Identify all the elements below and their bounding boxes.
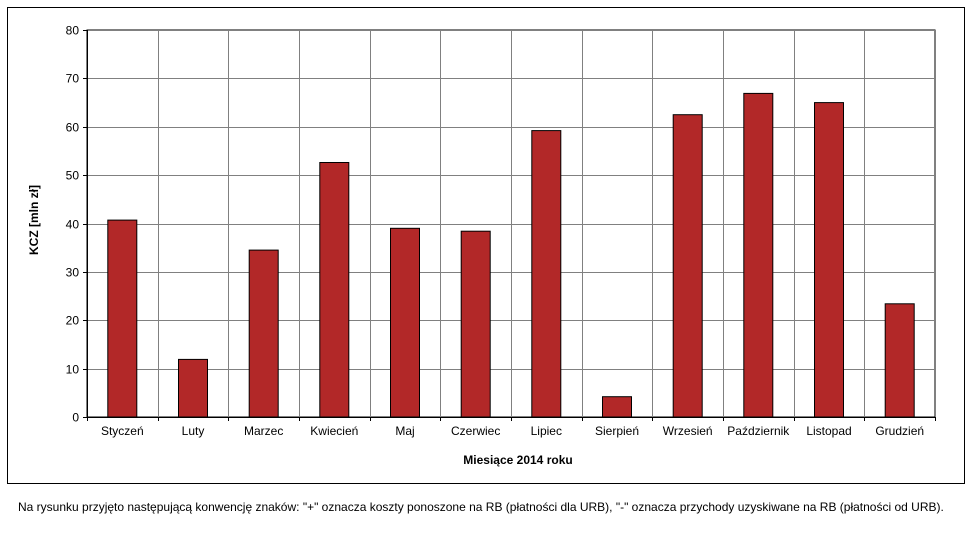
x-tick-label: Luty — [182, 424, 205, 438]
y-tick-label: 80 — [66, 24, 80, 38]
bar-wrzesień — [672, 114, 703, 418]
chart-frame: 0 10 20 30 40 50 60 70 80 Styczeń Luty Marzec Kwiec… — [7, 7, 965, 484]
x-tick-label: Styczeń — [101, 424, 144, 438]
x-axis-label: Miesiące 2014 roku — [463, 453, 572, 467]
bar-listopad — [814, 102, 844, 418]
y-tick-label: 20 — [66, 314, 80, 328]
y-axis-label: KCZ [mln zł] — [27, 185, 41, 255]
y-tick-label: 50 — [66, 169, 80, 183]
y-tick-label: 40 — [66, 218, 80, 232]
x-tick-label: Wrzesień — [663, 424, 713, 438]
axes — [83, 30, 936, 421]
x-tick-label: Maj — [395, 424, 414, 438]
bar-luty — [178, 358, 208, 418]
bar-grudzień — [884, 303, 915, 418]
bars — [107, 92, 915, 418]
y-tick-label: 60 — [66, 121, 80, 135]
x-tick-label: Kwiecień — [310, 424, 358, 438]
bar-kwiecień — [319, 162, 350, 418]
bar-marzec — [248, 249, 279, 418]
bar-czerwiec — [460, 230, 491, 418]
x-tick-label: Październik — [727, 424, 790, 438]
y-tick-label: 70 — [66, 72, 80, 86]
y-tick-label: 10 — [66, 363, 80, 377]
x-tick-label: Grudzień — [875, 424, 924, 438]
y-tick-label: 30 — [66, 266, 80, 280]
figure-note: Na rysunku przyjęto następującą konwencj… — [18, 500, 944, 514]
grid-lines — [86, 29, 936, 418]
bar-sierpień — [602, 396, 632, 418]
x-tick-labels: Styczeń Luty Marzec Kwiecień Maj Czerwiec Lipi… — [101, 424, 924, 438]
x-tick-label: Listopad — [806, 424, 851, 438]
bar-chart: 0 10 20 30 40 50 60 70 80 Styczeń Luty Marzec Kwiec… — [27, 24, 936, 467]
bar-maj — [390, 227, 420, 418]
y-tick-label: 0 — [72, 411, 79, 425]
bar-styczeń — [107, 219, 138, 418]
x-tick-label: Sierpień — [595, 424, 639, 438]
x-tick-label: Lipiec — [531, 424, 562, 438]
x-tick-label: Czerwiec — [451, 424, 500, 438]
bar-październik — [743, 92, 774, 418]
x-tick-label: Marzec — [244, 424, 283, 438]
bar-lipiec — [531, 130, 562, 418]
y-tick-labels: 0 10 20 30 40 50 60 70 80 — [66, 24, 80, 425]
